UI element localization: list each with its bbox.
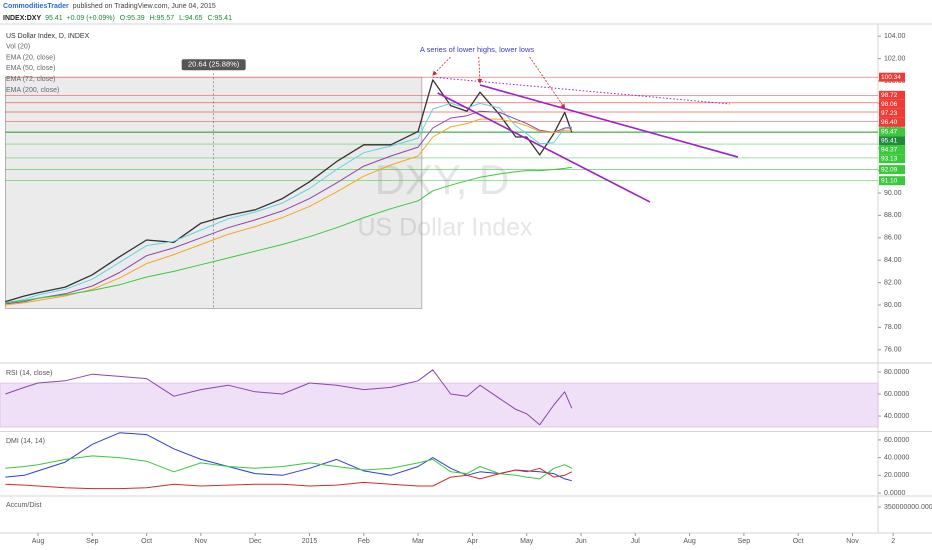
price-level-tag <box>879 108 905 118</box>
price-level-label: 93.13 <box>881 155 898 162</box>
x-tick-label: May <box>520 538 534 545</box>
series-line <box>5 166 572 304</box>
annotation-arrow <box>477 56 483 84</box>
price-level-label: 92.09 <box>881 166 898 173</box>
price-level-tag <box>879 72 905 82</box>
x-tick-label: Feb <box>358 538 370 545</box>
price-level-label: 94.37 <box>881 146 898 153</box>
open: O:95.39 <box>120 15 145 22</box>
legend-entry: EMA (20, close) <box>6 54 55 61</box>
series-line <box>5 79 573 303</box>
trend-line <box>432 76 730 105</box>
annotation: A series of lower highs, lower lows <box>420 45 534 54</box>
x-tick-label: Sep <box>86 538 99 545</box>
watermark-subtitle: US Dollar Index <box>357 214 533 242</box>
y-tick-label: 104.00 <box>884 33 906 40</box>
series-line <box>5 369 573 426</box>
price-level-tag <box>879 127 905 137</box>
x-tick-label: 2 <box>891 538 895 545</box>
price-level-tag <box>879 145 905 155</box>
measure-label-bg <box>181 59 246 71</box>
series-line <box>5 118 572 306</box>
panel-title: DMI (14, 14) <box>6 438 45 445</box>
published: published on TradingView.com, June 04, 2… <box>73 3 216 10</box>
series-line <box>5 102 572 304</box>
y-tick-label: 20.0000 <box>884 472 909 479</box>
low: L:94.65 <box>179 15 202 22</box>
price-level-tag <box>879 165 905 175</box>
author[interactable]: CommoditiesTrader <box>3 3 69 10</box>
price-level-label: 95.47 <box>881 128 898 135</box>
legend-entry: EMA (72, close) <box>6 76 55 83</box>
price-level-tag <box>879 99 905 109</box>
measure-label: 20.64 (25.88%) <box>188 60 240 69</box>
x-tick-label: Nov <box>846 538 859 545</box>
quote-line: INDEX:DXY 95.41 +0.09 (+0.09%) O:95.39 H… <box>3 15 232 22</box>
y-tick-label: 60.0000 <box>884 391 909 398</box>
y-tick-label: 80.00 <box>884 302 902 309</box>
price-level-label: 98.06 <box>881 101 898 108</box>
y-tick-label: 78.00 <box>884 324 902 331</box>
price-level-label: 91.10 <box>881 177 898 184</box>
panel-title: RSI (14, close) <box>6 370 52 377</box>
y-tick-label: 0.0000 <box>884 490 906 497</box>
series-line <box>5 455 573 480</box>
close: C:95.41 <box>207 15 232 22</box>
x-tick-label: Jul <box>631 538 640 545</box>
y-tick-label: 60.0000 <box>884 437 909 444</box>
y-tick-label: 86.00 <box>884 235 902 242</box>
change: +0.09 (+0.09%) <box>67 15 115 22</box>
x-tick-label: Jun <box>575 538 586 545</box>
y-tick-label: 88.00 <box>884 212 902 219</box>
last: 95.41 <box>45 15 63 22</box>
x-tick-label: Aug <box>683 538 696 545</box>
high: H:95.57 <box>150 15 175 22</box>
x-tick-label: Nov <box>195 538 208 545</box>
x-tick-label: Apr <box>467 538 479 545</box>
price-level-label: 97.23 <box>881 110 898 117</box>
legend-entry: Vol (20) <box>6 44 30 51</box>
price-level-tag <box>879 176 905 186</box>
x-tick-label: Dec <box>249 538 262 545</box>
legend-entry: EMA (200, close) <box>6 87 59 94</box>
x-tick-label: Mar <box>412 538 425 545</box>
price-level-label: 98.72 <box>881 92 898 99</box>
price-level-tag <box>879 117 905 127</box>
x-tick-label: Sep <box>738 538 751 545</box>
symbol: INDEX:DXY <box>3 15 41 22</box>
price-level-tag <box>879 136 905 146</box>
y-tick-label: 82.00 <box>884 279 902 286</box>
x-tick-label: Oct <box>141 538 152 545</box>
y-tick-label: 350000000.0000 <box>884 504 932 511</box>
x-tick-label: Aug <box>32 538 45 545</box>
series-line <box>5 110 572 305</box>
panel-title: Accum/Dist <box>6 502 41 509</box>
legend-entry: EMA (50, close) <box>6 65 55 72</box>
price-level-label: 95.41 <box>881 137 898 144</box>
header-line: CommoditiesTrader published on TradingVi… <box>3 3 216 10</box>
price-level-label: 96.40 <box>881 119 898 126</box>
y-tick-label: 80.0000 <box>884 369 909 376</box>
legend-entry: US Dollar Index, D, INDEX <box>6 33 90 40</box>
y-tick-label: 40.0000 <box>884 413 909 420</box>
trend-line <box>479 84 739 158</box>
watermark: DXY, D <box>375 156 510 203</box>
rsi-band <box>0 382 879 428</box>
y-tick-label: 76.00 <box>884 347 902 354</box>
x-tick-label: Oct <box>793 538 804 545</box>
y-tick-label: 40.0000 <box>884 454 909 461</box>
x-tick-label: 2015 <box>302 538 318 545</box>
price-level-tag <box>879 154 905 164</box>
annotation-arrow <box>432 56 451 76</box>
y-tick-label: 90.00 <box>884 190 902 197</box>
y-tick-label: 102.00 <box>884 55 906 62</box>
series-line <box>5 467 573 490</box>
trend-line <box>437 92 651 203</box>
price-level-label: 100.34 <box>881 74 901 81</box>
price-level-tag <box>879 90 905 100</box>
y-tick-label: 84.00 <box>884 257 902 264</box>
